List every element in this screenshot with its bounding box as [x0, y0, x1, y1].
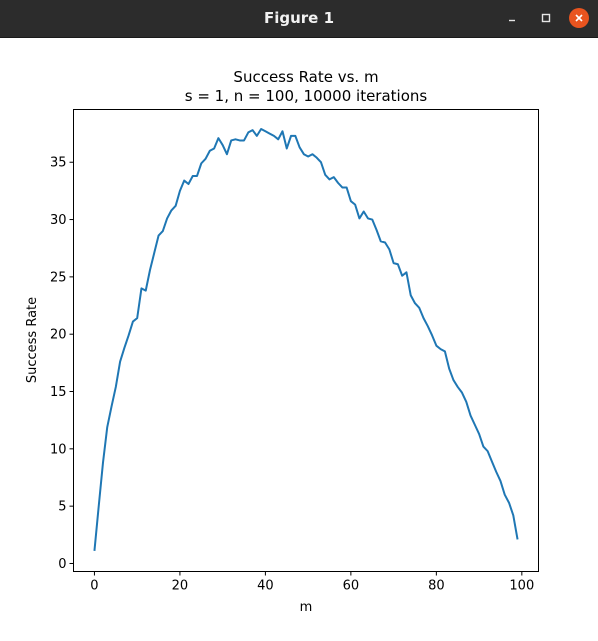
- maximize-icon: [541, 13, 551, 23]
- window-titlebar: Figure 1: [0, 0, 598, 38]
- axis-ticks: 0 20 40 60 80 100 0 5 10 15 20 25 30 35: [50, 156, 534, 594]
- y-tick-label: 25: [50, 270, 67, 285]
- x-tick-label: 80: [428, 579, 445, 594]
- y-tick-label: 35: [50, 156, 67, 171]
- x-tick-label: 40: [257, 579, 274, 594]
- y-tick-label: 30: [50, 213, 67, 228]
- line-chart: Success Rate vs. m s = 1, n = 100, 10000…: [25, 68, 539, 615]
- chart-title: Success Rate vs. m: [233, 68, 378, 86]
- maximize-button[interactable]: [536, 8, 556, 28]
- series-line: [93, 127, 519, 551]
- x-axis-label: m: [300, 600, 313, 615]
- y-tick-label: 20: [50, 328, 67, 343]
- y-tick-label: 0: [58, 557, 66, 572]
- y-axis-label: Success Rate: [25, 297, 40, 383]
- y-tick-label: 10: [50, 442, 67, 457]
- x-tick-label: 100: [509, 579, 534, 594]
- x-tick-label: 0: [90, 579, 98, 594]
- y-tick-label: 5: [58, 500, 66, 515]
- close-icon: [575, 14, 583, 22]
- minimize-button[interactable]: [502, 8, 522, 28]
- plot-frame: [73, 109, 539, 572]
- y-tick-label: 15: [50, 385, 67, 400]
- window-title: Figure 1: [263, 9, 335, 27]
- chart-subtitle: s = 1, n = 100, 10000 iterations: [185, 87, 428, 105]
- close-button[interactable]: [569, 8, 589, 28]
- figure-canvas: Success Rate vs. m s = 1, n = 100, 10000…: [0, 38, 598, 637]
- x-tick-label: 20: [172, 579, 189, 594]
- x-tick-label: 60: [343, 579, 360, 594]
- minimize-icon: [509, 19, 515, 22]
